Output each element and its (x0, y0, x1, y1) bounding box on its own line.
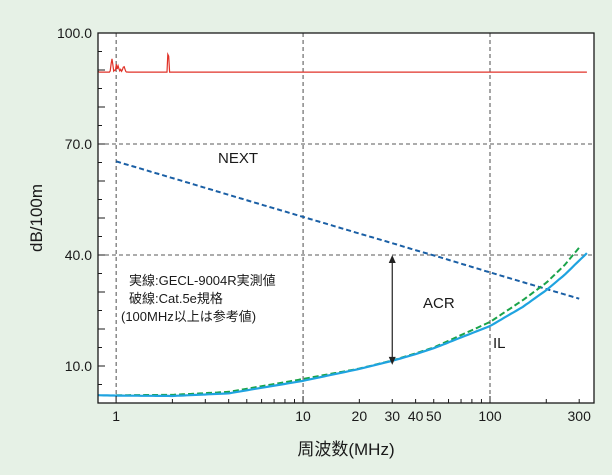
series-measured-il (97, 252, 588, 398)
il-label: IL (493, 335, 506, 352)
acr-arrowhead-bottom (388, 356, 396, 365)
x-tick-label: 20 (352, 408, 368, 424)
y-axis-label: dB/100m (27, 184, 46, 252)
y-tick-label: 40.0 (65, 247, 92, 263)
y-tick-label: 70.0 (65, 136, 92, 152)
series-spec-il (116, 246, 580, 397)
y-tick-label: 10.0 (65, 358, 92, 374)
x-tick-label: 10 (295, 408, 311, 424)
y-tick-label: 100.0 (57, 25, 92, 41)
annotation-group: NEXT ACR IL 実線:GECL-9004R実測値 破線:Cat.5e規格… (121, 150, 506, 365)
grid-lines (98, 33, 594, 403)
series-spec-next (115, 160, 580, 300)
axes: 1 10 20 30 40 50 100 300 10.0 40.0 70.0 100.0 (57, 25, 591, 424)
x-tick-label: 50 (426, 408, 442, 424)
legend-line-3: (100MHz以上は参考値) (121, 309, 256, 324)
x-tick-label: 300 (568, 408, 592, 424)
series-group (97, 51, 588, 398)
x-tick-label: 100 (478, 408, 502, 424)
x-axis-label: 周波数(MHz) (297, 440, 394, 459)
acr-label: ACR (423, 295, 455, 312)
x-tick-label: 1 (112, 408, 120, 424)
x-tick-label: 40 (408, 408, 424, 424)
x-tick-label: 30 (384, 408, 400, 424)
series-measured-next (97, 51, 587, 73)
legend-line-1: 実線:GECL-9004R実測値 (129, 273, 276, 288)
acr-arrowhead-top (388, 255, 396, 263)
plot-background (98, 33, 594, 403)
legend-line-2: 破線:Cat.5e規格 (129, 291, 223, 306)
next-label: NEXT (218, 150, 258, 167)
